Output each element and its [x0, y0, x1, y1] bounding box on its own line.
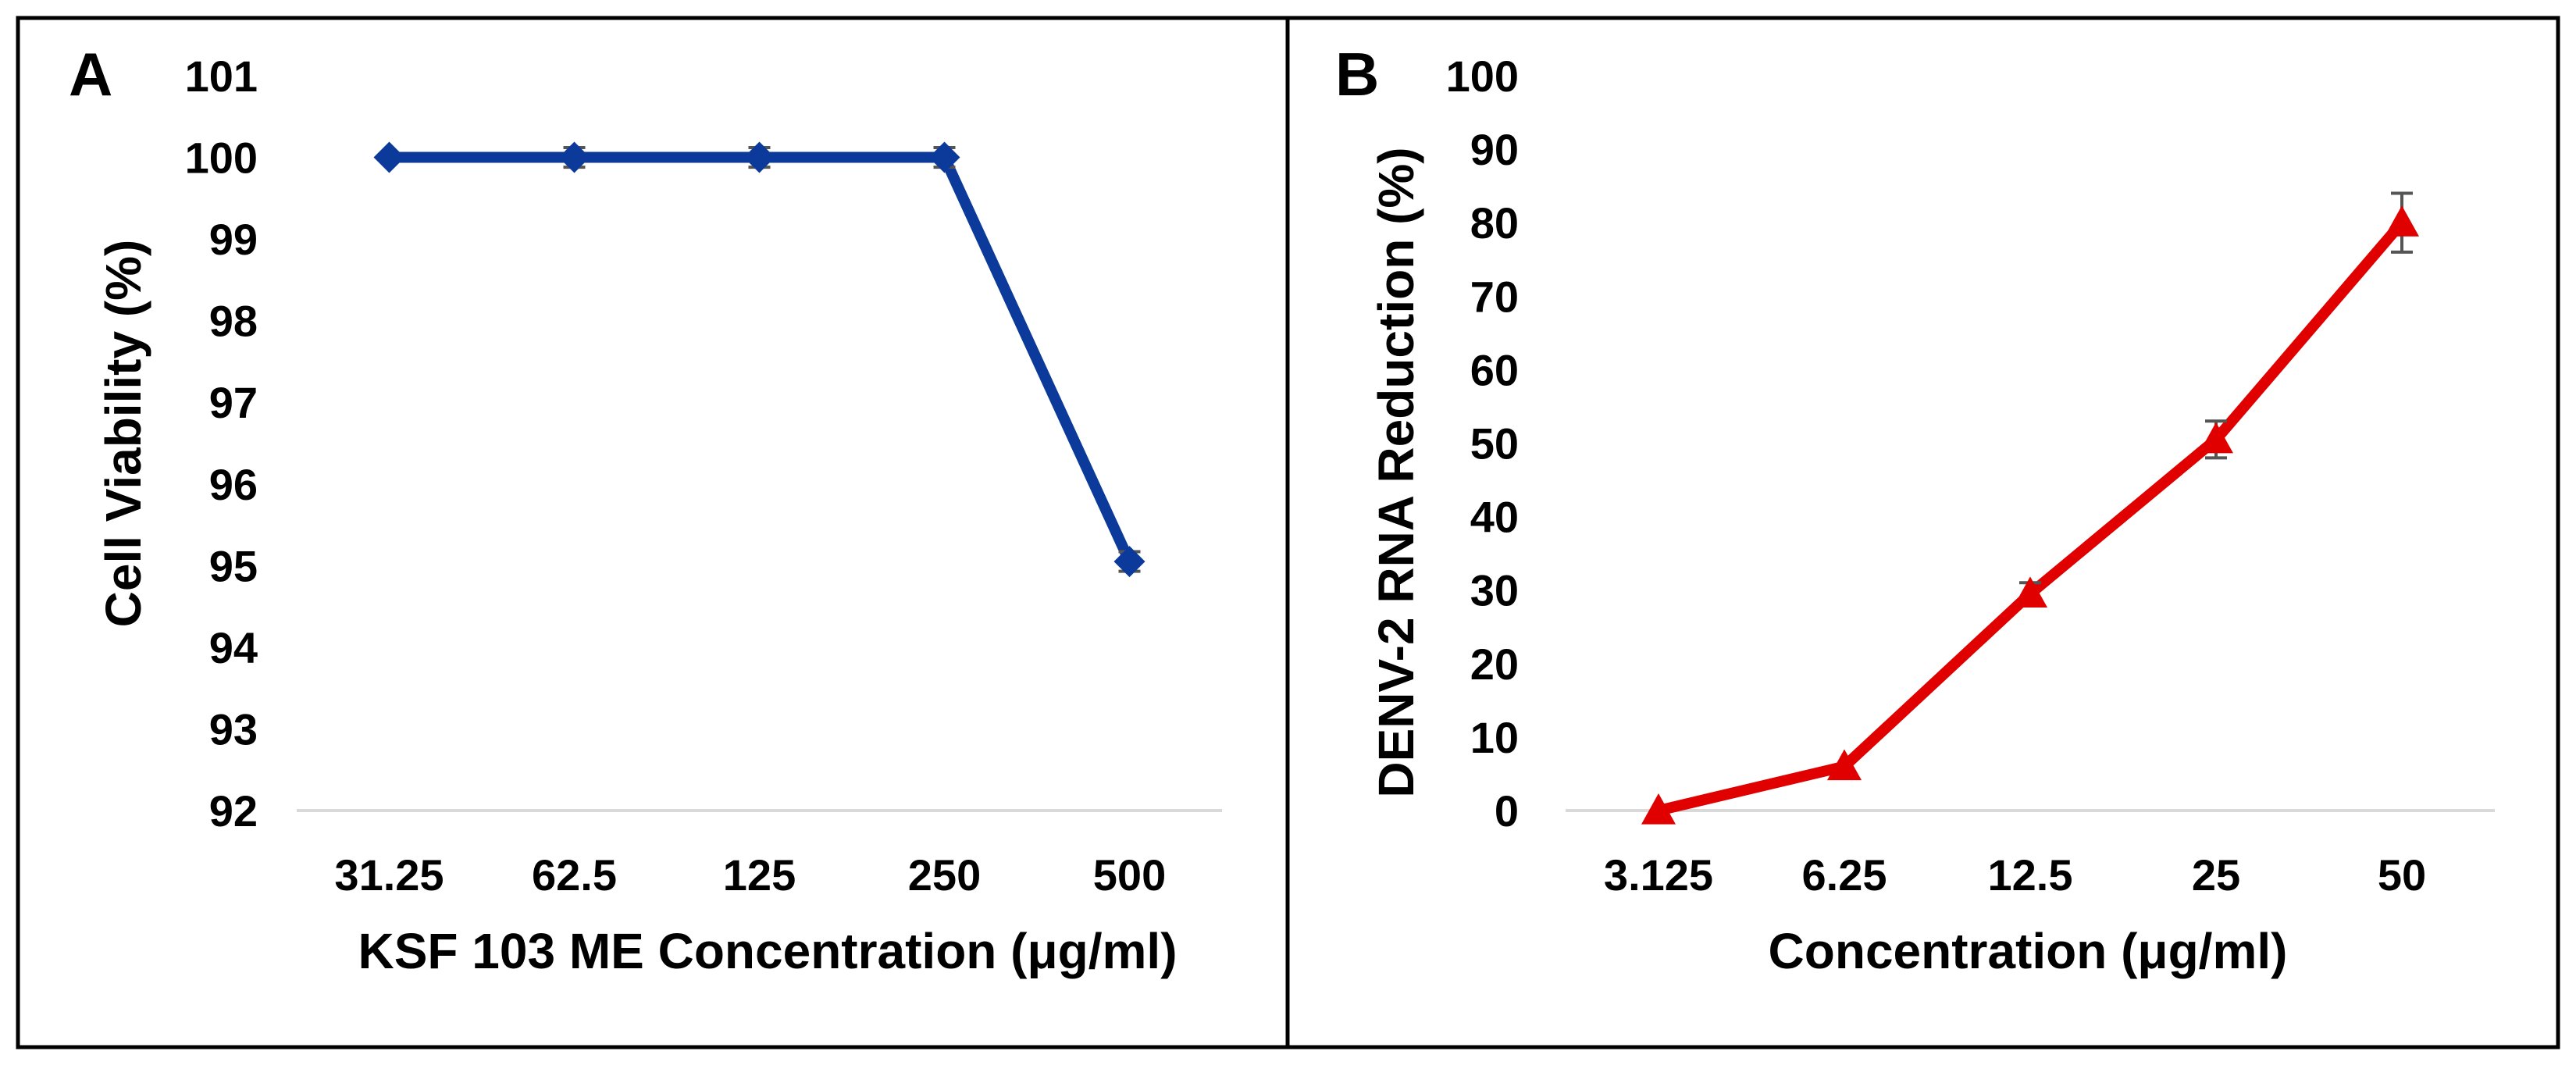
- panel-b: B 0 10 20 30 40 50 60 70 80 90 100 3.125 6.25 12.5 25 50…: [1335, 40, 2495, 979]
- y-tick-label: 94: [209, 623, 258, 672]
- data-point: [2385, 205, 2419, 237]
- y-tick-label: 70: [1470, 272, 1519, 321]
- x-tick-label: 31.25: [334, 850, 444, 900]
- y-tick-label: 60: [1470, 345, 1519, 394]
- y-tick-label: 20: [1470, 640, 1519, 689]
- x-tick-label: 25: [2192, 850, 2240, 900]
- x-axis-title: Concentration (μg/ml): [1769, 923, 2288, 979]
- y-axis-title: DENV-2 RNA Reduction (%): [1368, 147, 1424, 797]
- x-tick-label: 6.25: [1802, 850, 1887, 900]
- panel-letter: B: [1335, 40, 1379, 109]
- data-point: [743, 141, 775, 173]
- data-point: [1641, 793, 1676, 825]
- x-axis-title: KSF 103 ME Concentration (μg/ml): [358, 923, 1177, 979]
- y-tick-label: 100: [185, 134, 258, 183]
- y-tick-label: 92: [209, 786, 258, 836]
- x-tick-label: 3.125: [1604, 850, 1713, 900]
- data-point: [558, 141, 590, 173]
- data-point: [373, 141, 405, 173]
- series-line: [1657, 219, 2407, 816]
- y-tick-label: 96: [209, 460, 258, 509]
- y-tick-label: 97: [209, 378, 258, 427]
- y-tick-label: 95: [209, 541, 258, 590]
- x-tick-label: 50: [2378, 850, 2426, 900]
- y-tick-label: 50: [1470, 419, 1519, 469]
- series-line: [389, 151, 1135, 565]
- y-axis-title: Cell Viability (%): [95, 240, 151, 628]
- y-tick-label: 40: [1470, 493, 1519, 542]
- y-tick-label: 30: [1470, 566, 1519, 615]
- x-tick-label: 250: [908, 850, 981, 900]
- data-point: [2199, 422, 2233, 454]
- panel-letter: A: [69, 40, 112, 109]
- y-tick-label: 93: [209, 704, 258, 754]
- data-point: [1113, 546, 1145, 578]
- y-tick-label: 100: [1446, 52, 1519, 101]
- y-tick-label: 98: [209, 297, 258, 346]
- x-tick-label: 12.5: [1988, 850, 2073, 900]
- panel-a: A 92 93 94 95 96 97 98 99 100 101 31.25 62.5 125 250 50…: [69, 40, 1222, 979]
- y-tick-label: 10: [1470, 713, 1519, 762]
- panel-b-frame: [1285, 16, 2560, 1049]
- y-tick-label: 0: [1495, 786, 1519, 836]
- x-tick-label: 62.5: [532, 850, 617, 900]
- x-tick-label: 500: [1093, 850, 1166, 900]
- y-tick-label: 101: [185, 52, 258, 101]
- y-tick-label: 80: [1470, 198, 1519, 248]
- data-point: [928, 141, 960, 173]
- data-point: [1827, 749, 1862, 781]
- x-tick-label: 125: [723, 850, 796, 900]
- y-tick-label: 99: [209, 215, 258, 264]
- data-point: [2013, 576, 2047, 608]
- y-tick-label: 90: [1470, 125, 1519, 174]
